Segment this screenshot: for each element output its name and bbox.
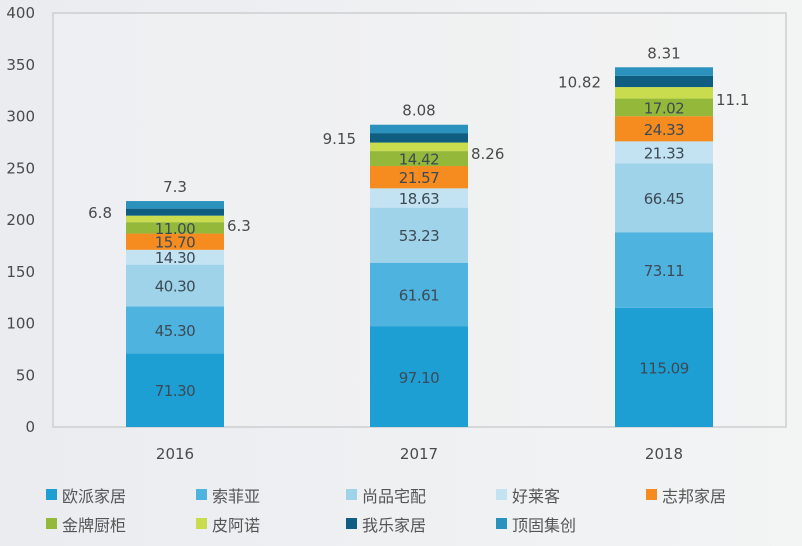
bar-segment <box>370 207 468 263</box>
legend-label: 索菲亚 <box>212 486 261 506</box>
legend-swatch <box>196 489 207 500</box>
y-tick-label: 100 <box>6 315 35 333</box>
bar-segment <box>370 326 468 427</box>
y-tick-label: 300 <box>6 108 35 126</box>
bars <box>126 67 713 427</box>
bar-segment <box>615 67 713 76</box>
legend-label: 我乐家居 <box>362 515 427 535</box>
data-label: 115.09 <box>639 359 689 377</box>
bar-segment <box>615 87 713 99</box>
y-tick-label: 350 <box>6 56 35 74</box>
data-label: 97.10 <box>399 369 439 387</box>
bar-segment <box>615 232 713 308</box>
bar-segment <box>615 116 713 142</box>
legend-item: 志邦家居 <box>646 484 796 506</box>
data-label: 24.33 <box>644 121 684 139</box>
legend: 欧派家居 索菲亚 尚品宅配 好莱客 志邦家居金牌厨柜 皮阿诺 我乐家居 顶固集创 <box>46 484 796 535</box>
legend-item: 顶固集创 <box>496 513 646 535</box>
legend-item: 我乐家居 <box>346 513 496 535</box>
legend-swatch <box>496 489 507 500</box>
legend-swatch <box>496 518 507 529</box>
data-label: 14.42 <box>399 151 439 169</box>
y-tick-label: 200 <box>6 211 35 229</box>
legend-swatch <box>646 489 657 500</box>
data-label: 6.3 <box>227 217 251 235</box>
legend-swatch <box>346 518 357 529</box>
bar-segment <box>615 98 713 117</box>
x-tick-label: 2017 <box>400 445 438 463</box>
bar-segment <box>370 142 468 152</box>
data-label: 17.02 <box>644 99 684 117</box>
data-label: 71.30 <box>155 382 195 400</box>
legend-label: 志邦家居 <box>662 486 727 506</box>
data-label: 11.00 <box>155 220 195 238</box>
legend-label: 顶固集创 <box>512 515 577 535</box>
legend-swatch <box>346 489 357 500</box>
data-label: 8.26 <box>471 145 504 163</box>
bar-segment <box>615 75 713 88</box>
bar-segment <box>126 353 224 427</box>
data-label: 11.1 <box>716 91 749 109</box>
data-label: 66.45 <box>644 190 684 208</box>
bar-segment <box>126 201 224 209</box>
bar-segment <box>370 188 468 208</box>
data-label: 14.30 <box>155 249 195 267</box>
data-label: 6.8 <box>88 204 112 222</box>
data-label: 9.15 <box>323 130 356 148</box>
bar-segment <box>370 133 468 143</box>
y-tick-label: 400 <box>6 4 35 22</box>
legend-label: 欧派家居 <box>62 486 127 506</box>
bar-segment <box>126 306 224 354</box>
bar-segment <box>615 307 713 427</box>
bar-segment <box>370 262 468 327</box>
bar-segment <box>370 124 468 134</box>
bar-segment <box>126 208 224 216</box>
legend-label: 皮阿诺 <box>212 515 261 535</box>
data-label: 73.11 <box>644 262 684 280</box>
legend-label: 好莱客 <box>512 486 561 506</box>
legend-label: 尚品宅配 <box>362 486 427 506</box>
bar-segment <box>615 141 713 164</box>
bar-segment <box>126 215 224 223</box>
legend-swatch <box>46 518 57 529</box>
legend-swatch <box>196 518 207 529</box>
legend-item: 好莱客 <box>496 484 646 506</box>
legend-item: 皮阿诺 <box>196 513 346 535</box>
y-tick-label: 250 <box>6 159 35 177</box>
legend-item: 欧派家居 <box>46 484 196 506</box>
x-tick-label: 2016 <box>156 445 194 463</box>
data-label: 45.30 <box>155 322 195 340</box>
bar-segment <box>370 166 468 189</box>
bar-segment <box>615 163 713 233</box>
data-label: 61.61 <box>399 287 439 305</box>
legend-label: 金牌厨柜 <box>62 515 127 535</box>
stacked-bar-chart: 0 50 100 150 200 250 300 350 400 2016 2017 2018 71.… <box>6 4 787 463</box>
data-label: 10.82 <box>558 73 601 91</box>
legend-item: 金牌厨柜 <box>46 513 196 535</box>
bar-segment <box>126 233 224 250</box>
bar-segment <box>126 249 224 265</box>
data-label: 53.23 <box>399 227 439 245</box>
y-tick-label: 0 <box>25 418 35 436</box>
bar-segment <box>126 264 224 307</box>
legend-item: 尚品宅配 <box>346 484 496 506</box>
bar-segment <box>126 222 224 234</box>
y-tick-label: 50 <box>16 366 35 384</box>
legend-swatch <box>46 489 57 500</box>
x-tick-label: 2018 <box>645 445 683 463</box>
data-label: 8.31 <box>647 44 680 62</box>
data-label: 18.63 <box>399 190 439 208</box>
data-label: 8.08 <box>402 102 435 120</box>
bar-segment <box>370 151 468 167</box>
data-label: 15.70 <box>155 234 195 252</box>
legend-item: 索菲亚 <box>196 484 346 506</box>
data-label: 7.3 <box>163 178 187 196</box>
data-label: 40.30 <box>155 277 195 295</box>
data-label: 21.57 <box>399 169 439 187</box>
data-label: 21.33 <box>644 144 684 162</box>
y-tick-label: 150 <box>6 263 35 281</box>
